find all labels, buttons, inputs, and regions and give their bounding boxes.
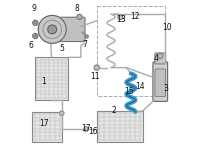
Text: 10: 10 — [162, 23, 172, 32]
Text: 17: 17 — [39, 119, 49, 128]
Circle shape — [33, 33, 38, 39]
Text: 14: 14 — [136, 82, 145, 91]
Text: 7: 7 — [82, 40, 87, 49]
Text: 13: 13 — [116, 15, 125, 24]
Text: 9: 9 — [31, 4, 36, 13]
Circle shape — [85, 35, 88, 38]
Text: 5: 5 — [59, 44, 64, 53]
Bar — [97, 6, 165, 96]
Text: 3: 3 — [163, 84, 168, 93]
Text: 1: 1 — [41, 77, 46, 86]
Text: 2: 2 — [112, 106, 116, 116]
Circle shape — [118, 15, 123, 20]
Text: 6: 6 — [28, 41, 33, 50]
Circle shape — [77, 14, 82, 20]
Circle shape — [158, 53, 163, 59]
Circle shape — [38, 15, 66, 43]
FancyBboxPatch shape — [153, 62, 168, 101]
Bar — [35, 57, 68, 100]
Circle shape — [60, 111, 64, 115]
Text: 11: 11 — [90, 72, 100, 81]
Text: 17: 17 — [81, 124, 91, 133]
FancyBboxPatch shape — [155, 53, 166, 64]
Text: 8: 8 — [75, 4, 80, 13]
Text: 4: 4 — [153, 54, 158, 63]
FancyBboxPatch shape — [55, 17, 85, 42]
Circle shape — [84, 127, 88, 131]
FancyBboxPatch shape — [155, 69, 166, 96]
Circle shape — [48, 25, 57, 34]
Text: 12: 12 — [130, 12, 139, 21]
Circle shape — [94, 65, 99, 70]
Circle shape — [33, 20, 38, 25]
Bar — [97, 111, 143, 142]
Text: 16: 16 — [88, 127, 97, 136]
Circle shape — [34, 22, 36, 24]
Text: 15: 15 — [125, 87, 134, 96]
Bar — [32, 112, 62, 142]
Circle shape — [34, 35, 36, 37]
